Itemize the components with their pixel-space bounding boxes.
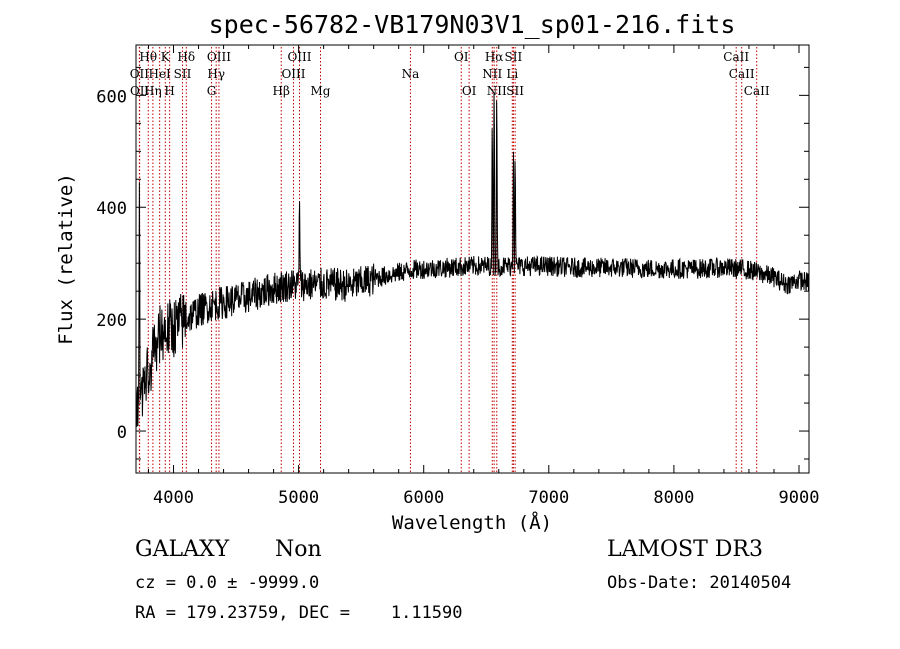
line-marker-label: Hθ [139, 50, 157, 64]
line-marker-label: Hα [485, 50, 504, 64]
y-axis-label: Flux (relative) [55, 173, 77, 345]
line-marker-label: CaII [744, 84, 770, 98]
line-marker-label: NII [487, 84, 507, 98]
line-marker-label: Hη [144, 84, 162, 98]
line-marker-label: Hγ [207, 67, 225, 81]
line-marker-label: OI [462, 84, 477, 98]
line-marker-label: K [161, 50, 171, 64]
line-marker-label: OIII [207, 50, 231, 64]
y-tick-label: 0 [117, 423, 127, 443]
object-subclass: Non [275, 537, 322, 562]
line-marker-label: SII [505, 50, 523, 64]
plot-frame [135, 44, 810, 474]
x-tick-label: 5000 [278, 488, 319, 508]
obs-date: Obs-Date: 20140504 [607, 573, 792, 593]
x-tick-label: 8000 [653, 488, 694, 508]
x-tick-label: 7000 [528, 488, 569, 508]
coordinates: RA = 179.23759, DEC = 1.11590 [135, 603, 463, 623]
x-tick-label: 9000 [779, 488, 820, 508]
line-marker-label: Mg [311, 84, 331, 98]
spectrum-series [135, 93, 810, 431]
line-marker-label: G [207, 84, 217, 98]
x-axis: 4000 5000 6000 7000 8000 9000 [148, 45, 820, 508]
line-marker-label: CaII [723, 50, 749, 64]
line-marker-label: SII [174, 67, 192, 81]
chart-title: spec-56782-VB179N03V1_sp01-216.fits [209, 10, 736, 39]
x-tick-label: 6000 [403, 488, 444, 508]
line-marker-label: OIII [287, 50, 311, 64]
object-class: GALAXY [135, 537, 230, 562]
line-markers [138, 47, 758, 473]
line-marker-label: H [164, 84, 174, 98]
spectrum-line [135, 93, 810, 431]
line-marker-label: CaII [729, 67, 755, 81]
line-marker-label: OII [130, 67, 150, 81]
line-marker-label: Hβ [273, 84, 290, 98]
line-marker-label: HeI [148, 67, 171, 81]
line-marker-label: OII [130, 84, 150, 98]
x-axis-label: Wavelength (Å) [392, 511, 552, 534]
line-marker-label: Na [402, 67, 420, 81]
y-tick-label: 600 [96, 87, 127, 107]
y-tick-label: 400 [96, 199, 127, 219]
y-axis: 0 200 400 600 [96, 66, 809, 460]
line-marker-labels: OIIOIIHθHηHeIKHSIIHδGOIIIHγHβOIIIOIIIMgN… [130, 50, 770, 98]
line-marker-label: SII [506, 84, 524, 98]
line-marker-label: NII [482, 67, 502, 81]
line-marker-label: Hδ [177, 50, 195, 64]
redshift-readout: cz = 0.0 ± -9999.0 [135, 573, 320, 593]
line-marker-label: OI [454, 50, 469, 64]
y-tick-label: 200 [96, 311, 127, 331]
line-marker-label: Li [506, 67, 518, 81]
x-tick-label: 4000 [153, 488, 194, 508]
survey-name: LAMOST DR3 [607, 537, 763, 562]
line-marker-label: OIII [281, 67, 305, 81]
